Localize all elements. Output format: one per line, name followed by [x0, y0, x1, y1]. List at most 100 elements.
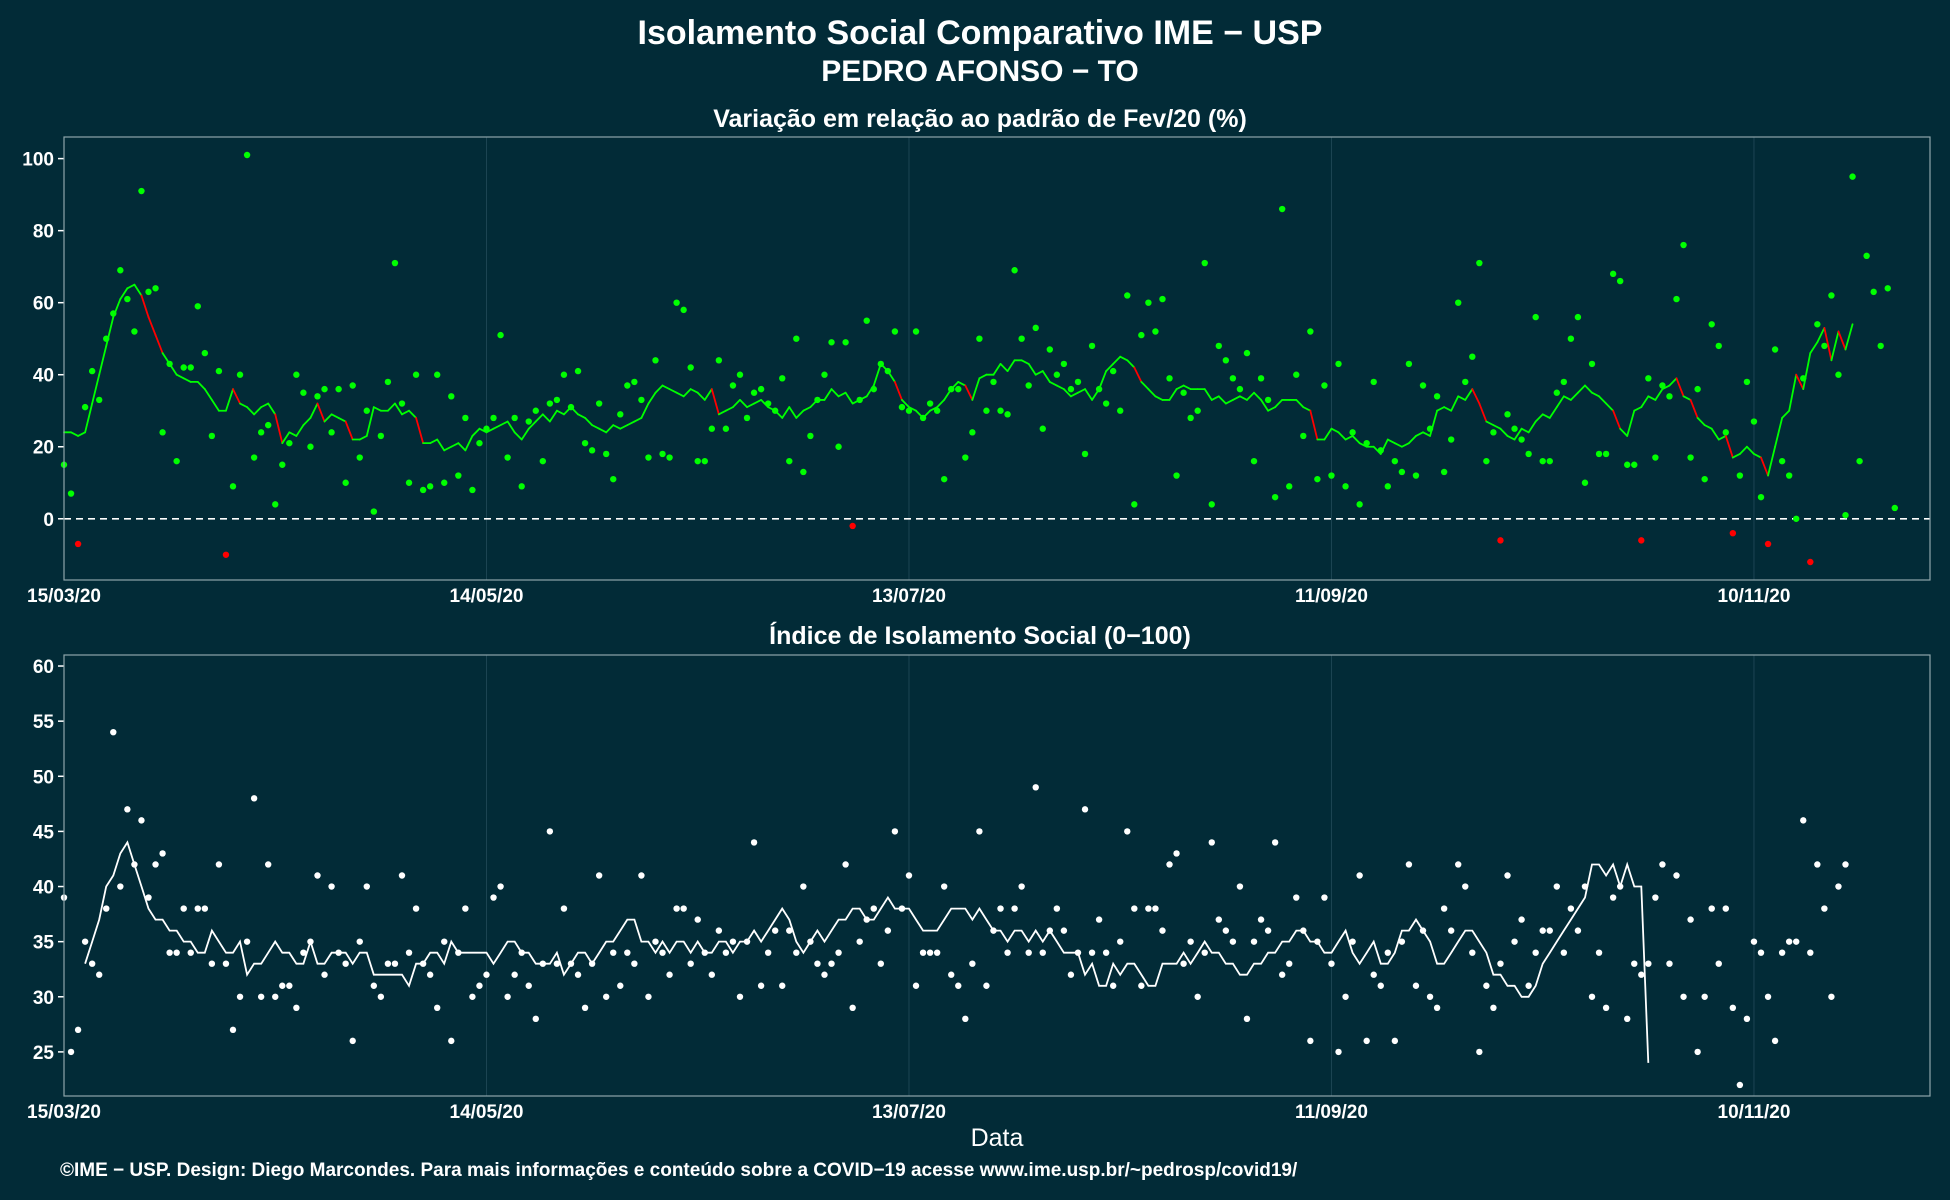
index-point	[1067, 971, 1075, 978]
moving-average-segment	[1175, 384, 1185, 391]
variation-point	[1053, 371, 1061, 378]
variation-point	[1412, 472, 1420, 479]
variation-point	[757, 385, 765, 393]
moving-average-segment	[1464, 388, 1474, 401]
moving-average-segment	[703, 388, 713, 401]
index-point	[166, 949, 173, 956]
moving-average-segment	[1337, 431, 1347, 441]
moving-average-segment	[1626, 409, 1636, 437]
variation-point	[793, 335, 800, 342]
x-tick-label: 11/09/20	[1295, 1102, 1368, 1123]
index-point	[1124, 828, 1131, 835]
y-tick-label: 40	[33, 878, 54, 899]
variation-point	[1729, 529, 1737, 537]
variation-point	[1349, 429, 1356, 436]
variation-point	[990, 378, 997, 386]
moving-average-segment	[1562, 395, 1572, 401]
index-point	[314, 872, 321, 879]
variation-point	[1842, 511, 1849, 519]
index-point	[1215, 916, 1223, 923]
moving-average-segment	[1239, 395, 1248, 401]
index-point	[455, 949, 462, 956]
variation-point	[1074, 378, 1082, 386]
index-point	[1553, 883, 1561, 890]
variation-point	[469, 486, 476, 494]
moving-average-segment	[837, 391, 847, 398]
index-point	[1363, 1037, 1370, 1045]
index-point	[405, 949, 413, 956]
moving-average-segment	[1062, 388, 1072, 398]
moving-average-segment	[781, 406, 791, 419]
moving-average-segment	[964, 384, 974, 401]
variation-point	[1173, 472, 1180, 479]
variation-point	[1440, 468, 1448, 476]
variation-point	[1433, 393, 1441, 400]
index-point	[279, 982, 286, 989]
variation-point	[1666, 393, 1673, 400]
index-point	[1405, 861, 1413, 868]
variation-point	[152, 285, 159, 292]
index-point	[1624, 1015, 1631, 1023]
index-point	[1525, 982, 1532, 989]
variation-point	[771, 407, 779, 414]
variation-point	[1814, 321, 1821, 328]
moving-average-segment	[908, 406, 917, 412]
variation-point	[497, 331, 504, 339]
moving-average-segment	[330, 413, 340, 419]
variation-point	[567, 403, 575, 411]
index-point	[1588, 993, 1596, 1000]
variation-point	[1546, 457, 1553, 465]
x-tick-label: 15/03/20	[27, 586, 101, 607]
variation-point	[863, 317, 870, 324]
variation-point	[1370, 378, 1377, 386]
moving-average-segment	[1717, 435, 1727, 441]
index-point	[1222, 927, 1230, 934]
moving-average-segment	[1295, 399, 1305, 409]
variation-point	[286, 439, 293, 447]
index-point	[610, 949, 617, 956]
variation-point	[159, 429, 166, 436]
index-point	[539, 960, 547, 967]
moving-average-segment	[182, 377, 192, 383]
variation-point	[673, 299, 680, 306]
variation-point	[1687, 454, 1694, 461]
index-point	[462, 905, 469, 912]
variation-point	[680, 306, 687, 314]
variation-point	[88, 367, 96, 375]
variation-point	[1715, 342, 1722, 350]
index-point	[81, 938, 89, 945]
variation-point	[1560, 378, 1568, 386]
y-tick-label: 80	[33, 222, 54, 243]
index-point	[187, 949, 194, 956]
x-tick-label: 14/05/20	[450, 586, 524, 607]
variation-point	[687, 364, 694, 371]
variation-point	[81, 403, 89, 411]
moving-average-segment	[1217, 395, 1227, 405]
index-point	[448, 1037, 455, 1045]
moving-average-segment	[746, 402, 755, 409]
variation-point	[1609, 270, 1617, 278]
variation-point	[1011, 267, 1018, 274]
variation-point	[1891, 504, 1898, 512]
variation-point	[595, 400, 603, 407]
variation-point	[490, 414, 497, 422]
index-point	[363, 883, 370, 890]
moving-average-segment	[1534, 413, 1544, 423]
variation-point	[1025, 382, 1032, 389]
variation-point	[764, 400, 772, 407]
moving-average-segment	[929, 406, 939, 412]
moving-average-segment	[1478, 402, 1488, 423]
moving-average-segment	[661, 384, 671, 391]
index-point	[1321, 894, 1328, 901]
index-point	[391, 960, 399, 967]
variation-point	[814, 396, 821, 404]
variation-point	[1307, 328, 1314, 335]
variation-point	[1532, 313, 1539, 321]
moving-average-segment	[1422, 431, 1431, 437]
variation-point	[342, 479, 349, 486]
index-point	[1842, 861, 1849, 868]
index-point	[1145, 905, 1152, 912]
moving-average-segment	[802, 406, 812, 412]
index-point	[687, 960, 694, 967]
index-point	[1412, 982, 1420, 989]
